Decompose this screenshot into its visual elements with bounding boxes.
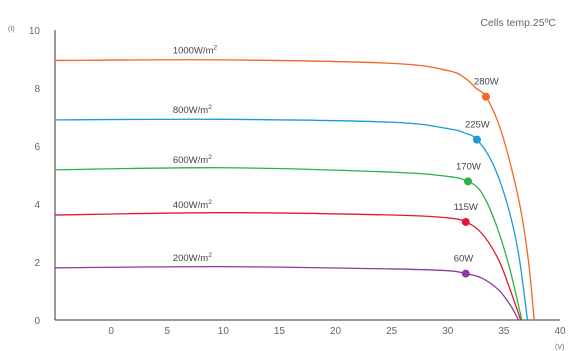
x-tick-label: 35 <box>498 326 510 337</box>
x-tick-label: 0 <box>108 326 114 337</box>
series: 400W/m2 115W <box>54 199 522 321</box>
series-label: 1000W/m2 <box>173 44 218 56</box>
x-tick-label: 25 <box>386 326 398 337</box>
cells-temp-note: Cells temp.25ºC <box>480 17 556 29</box>
series-label: 800W/m2 <box>173 104 212 116</box>
mpp-point <box>461 269 470 278</box>
series-line <box>54 212 522 321</box>
series-label: 200W/m2 <box>173 252 212 264</box>
x-tick-label: 40 <box>554 326 566 337</box>
y-tick-label: 8 <box>34 84 40 95</box>
series-line <box>54 167 523 321</box>
series-line <box>54 118 529 321</box>
series-label: 600W/m2 <box>173 154 212 166</box>
series: 1000W/m2 280W <box>54 44 535 321</box>
y-tick-label: 0 <box>34 316 40 327</box>
x-tick-label: 20 <box>330 326 342 337</box>
series: 600W/m2 170W <box>54 154 523 321</box>
mpp-label: 60W <box>454 254 474 265</box>
mpp-label: 170W <box>456 161 481 172</box>
x-tick-label: 15 <box>274 326 286 337</box>
x-axis-unit: (V) <box>555 344 564 351</box>
mpp-point <box>472 135 481 144</box>
series: 200W/m2 60W <box>54 252 520 321</box>
series-group: 1000W/m2 280W 800W/m2 225W 600W/m2 170W 400W/m… <box>54 44 535 321</box>
y-tick-label: 4 <box>34 200 40 211</box>
x-tick-label: 30 <box>442 326 454 337</box>
y-tick-label: 2 <box>34 258 40 269</box>
y-axis-unit: (I) <box>8 26 15 33</box>
mpp-label: 225W <box>465 120 490 131</box>
series-line <box>54 265 520 321</box>
y-tick-label: 6 <box>34 142 40 153</box>
mpp-label: 280W <box>474 77 499 88</box>
series: 800W/m2 225W <box>54 104 529 321</box>
mpp-label: 115W <box>454 202 478 213</box>
x-tick-label: 5 <box>164 326 170 337</box>
mpp-point <box>481 92 490 101</box>
x-tick-label: 10 <box>218 326 230 337</box>
mpp-point <box>461 217 470 226</box>
series-label: 400W/m2 <box>173 199 212 211</box>
y-tick-label: 10 <box>29 26 41 37</box>
mpp-point <box>463 177 472 186</box>
series-line <box>54 59 535 321</box>
axis-ticks: 0 2 4 6 8 10 0 5 10 15 20 25 30 35 40 <box>29 26 566 337</box>
